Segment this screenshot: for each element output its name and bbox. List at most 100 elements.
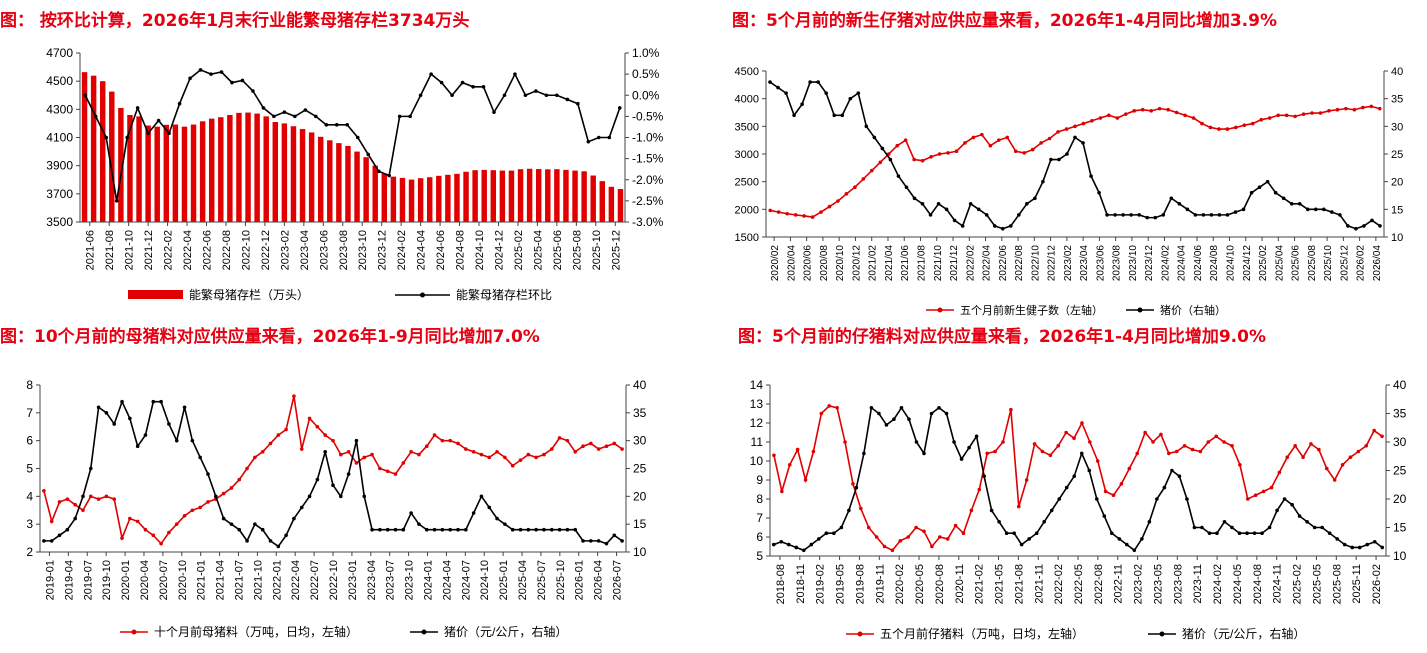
data-point — [1047, 136, 1052, 141]
data-point — [88, 494, 93, 499]
x-tick-label: 2025-12 — [610, 230, 622, 270]
data-point — [315, 477, 320, 482]
data-point — [903, 138, 908, 142]
x-tick-label: 2024-02 — [396, 230, 408, 270]
data-point — [1040, 449, 1045, 454]
bar — [181, 126, 188, 222]
x-tick-label: 2022/02 — [965, 245, 976, 282]
data-point — [1284, 113, 1289, 118]
data-point — [977, 487, 982, 492]
data-point — [1361, 105, 1365, 110]
bar — [281, 123, 288, 222]
data-point — [944, 411, 949, 416]
x-tick-label: 2026-02 — [1371, 564, 1383, 604]
left-tick-label: 2 — [26, 545, 33, 559]
data-point — [159, 399, 163, 404]
data-point — [856, 91, 861, 95]
data-point — [907, 417, 911, 421]
data-point — [188, 76, 192, 81]
data-point — [930, 544, 934, 549]
data-point — [1121, 213, 1125, 217]
bar — [245, 112, 251, 222]
data-point — [1167, 451, 1171, 456]
bar — [526, 168, 533, 222]
bar — [218, 117, 224, 222]
data-point — [401, 527, 406, 532]
x-tick-label: 2020-05 — [914, 564, 926, 604]
x-tick-label: 2025-02 — [1292, 564, 1304, 604]
x-tick-label: 2023-02 — [1133, 564, 1145, 604]
data-point — [1185, 497, 1189, 501]
data-point — [1113, 213, 1117, 217]
data-point — [1198, 449, 1203, 454]
data-point — [1297, 202, 1302, 206]
x-tick-label: 2021-10 — [124, 230, 136, 270]
data-point — [518, 458, 523, 462]
data-point — [1293, 114, 1297, 119]
data-point — [409, 511, 413, 515]
data-point — [345, 123, 350, 127]
data-point — [1094, 497, 1099, 501]
data-point — [1174, 110, 1179, 115]
x-tick-label: 2020/06 — [803, 245, 814, 282]
bar — [472, 170, 478, 222]
data-point — [1201, 213, 1206, 217]
data-point — [135, 444, 140, 449]
data-point — [565, 97, 570, 102]
data-point — [190, 438, 195, 443]
bar — [299, 129, 306, 222]
data-point — [182, 514, 187, 518]
x-tick-label: 2022-02 — [1053, 564, 1065, 604]
right-tick-label: -1.5% — [632, 152, 664, 166]
legend-marker — [857, 631, 863, 637]
data-point — [362, 455, 367, 460]
data-point — [1276, 113, 1280, 118]
right-tick-label: 15 — [1391, 204, 1403, 216]
data-point — [448, 527, 453, 532]
data-point — [1132, 109, 1137, 113]
data-point — [439, 80, 444, 85]
x-tick-label: 2025/10 — [1323, 245, 1334, 282]
data-point — [1225, 213, 1230, 217]
right-tick-label: 40 — [633, 378, 647, 392]
x-tick-label: 2023/10 — [1128, 245, 1139, 282]
bar — [172, 124, 179, 222]
x-tick-label: 2020-10 — [177, 560, 189, 600]
data-point — [1370, 218, 1374, 223]
data-point — [293, 114, 297, 119]
data-point — [1225, 127, 1230, 131]
x-tick-label: 2022-11 — [1113, 564, 1125, 604]
chart-newborn-piglets: 1500 2000 2500 3000 3500 4000 4500 10 15 20 25 30 35… — [735, 66, 1404, 317]
data-point — [409, 450, 413, 454]
data-point — [1301, 112, 1306, 116]
x-tick-label: 2025/12 — [1339, 245, 1350, 282]
data-point — [984, 213, 989, 217]
data-point — [112, 497, 117, 501]
x-tick-label: 2024/02 — [1160, 245, 1171, 282]
data-point — [526, 527, 531, 532]
data-point — [1245, 497, 1250, 501]
data-point — [604, 541, 609, 546]
data-point — [1132, 548, 1137, 553]
data-point — [946, 151, 950, 155]
data-point — [1174, 449, 1179, 454]
data-point — [1155, 497, 1159, 501]
data-point — [83, 93, 88, 98]
data-point — [1025, 202, 1029, 206]
data-point — [890, 548, 895, 553]
left-tick-label: 6 — [756, 530, 763, 544]
chart-sow-inventory: 3500 3700 3900 4100 4300 4500 4700 -3.0% -2.5% -2… — [46, 46, 664, 302]
data-point — [429, 72, 433, 76]
data-point — [589, 441, 593, 446]
x-tick-label: 2023-07 — [385, 560, 397, 600]
bar — [463, 171, 469, 222]
data-point — [1301, 455, 1305, 459]
bar — [345, 145, 351, 222]
x-tick-label: 2023-08 — [338, 230, 350, 270]
data-point — [612, 533, 617, 538]
x-tick-label: 2023-02 — [279, 230, 291, 270]
x-tick-label: 2025-04 — [532, 230, 544, 270]
data-point — [1338, 213, 1342, 217]
x-tick-label: 2023-10 — [357, 230, 369, 270]
data-point — [450, 93, 454, 98]
